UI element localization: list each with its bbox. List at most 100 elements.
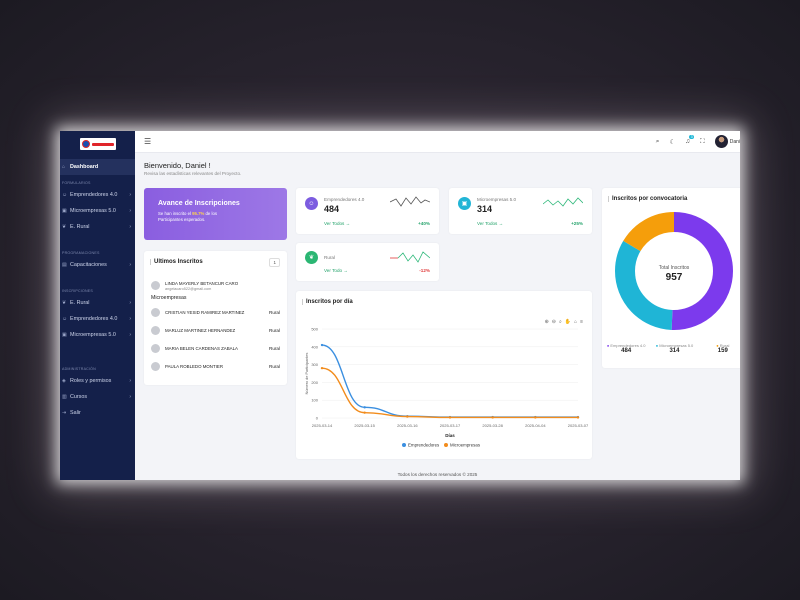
inscrito-email: angelacaro522@gmail.com xyxy=(165,287,212,291)
store-icon: ▣ xyxy=(62,332,67,338)
bell-icon[interactable]: ♫ 3 xyxy=(685,135,695,145)
sidebar-item-cursos[interactable]: ▥ Cursos › xyxy=(60,389,135,405)
card-title: Ultimos Inscritos xyxy=(150,259,203,265)
zoom-select-icon[interactable]: ⌕ xyxy=(559,319,562,325)
list-item[interactable]: MARIA BELEN CARDENAS ZABALA Rural xyxy=(151,340,280,356)
sidebar-item-roles[interactable]: ◈ Roles y permisos › xyxy=(60,373,135,389)
leaf-icon: ❦ xyxy=(62,300,67,306)
zoom-in-icon[interactable]: ⊕ xyxy=(544,319,549,325)
ver-todo-link[interactable]: Ver Todo → xyxy=(324,268,348,273)
sidebar-item-emprendedores-insc[interactable]: ☺ Emprendedores 4.0 › xyxy=(60,311,135,327)
store-icon: ▣ xyxy=(62,208,67,214)
list-item[interactable]: MARLUZ MARTINEZ HERNANDEZ Rural xyxy=(151,322,280,338)
avatar[interactable] xyxy=(714,135,728,148)
chevron-right-icon: › xyxy=(129,378,131,384)
users-icon: ☺ xyxy=(62,316,68,322)
y-tick-label: 200 xyxy=(311,380,318,385)
sidebar-item-emprendedores-form[interactable]: ☺ Emprendedores 4.0 › xyxy=(60,187,135,203)
fullscreen-icon[interactable]: ⛶ xyxy=(700,137,705,145)
chevron-right-icon: › xyxy=(129,300,131,306)
stat-name: Rural xyxy=(324,255,335,260)
users-icon: ☺ xyxy=(62,192,68,198)
data-point xyxy=(448,416,452,419)
y-axis-label: Número de Participantes xyxy=(305,353,309,395)
x-tick-label: 2025-03-14 xyxy=(312,423,333,428)
ver-todos-label: Ver Todos xyxy=(324,221,345,226)
ver-todos-link[interactable]: Ver Todos → xyxy=(324,221,350,226)
notification-badge: 3 xyxy=(689,135,695,139)
legend-label: Rural xyxy=(719,343,730,348)
legend-dot: ● xyxy=(606,343,610,348)
moon-icon[interactable]: ☾ xyxy=(669,138,676,146)
logo[interactable] xyxy=(60,133,135,155)
x-tick-label: 2025-03-17 xyxy=(440,423,461,428)
ver-todos-link[interactable]: Ver Todos → xyxy=(477,221,503,226)
sidebar-item-capacitaciones[interactable]: ▤ Capacitaciones › xyxy=(60,257,135,273)
arrow-right-icon: → xyxy=(345,221,351,226)
stat-name: Microempresas 5.0 xyxy=(477,197,517,202)
pan-icon[interactable]: ✋ xyxy=(564,319,572,325)
sidebar-item-label: Microempresas 5.0 xyxy=(70,208,116,214)
x-tick-label: 2025-03-28 xyxy=(482,423,503,428)
series-line-emprendedores xyxy=(321,344,578,418)
sidebar-item-salir[interactable]: ⇥ Salir xyxy=(60,405,135,421)
menu-icon[interactable]: ☰ xyxy=(144,137,152,146)
sidebar-item-label: Microempresas 5.0 xyxy=(70,332,116,338)
inscrito-type: Microempresas xyxy=(151,295,187,301)
sidebar-item-microempresas-form[interactable]: ▣ Microempresas 5.0 › xyxy=(60,203,135,219)
data-point xyxy=(406,415,409,418)
menu-icon[interactable]: ≡ xyxy=(580,319,583,325)
sidebar-item-microempresas-insc[interactable]: ▣ Microempresas 5.0 › xyxy=(60,327,135,343)
logout-icon: ⇥ xyxy=(62,410,67,416)
y-tick-label: 500 xyxy=(311,327,318,332)
sidebar-item-label: Salir xyxy=(70,410,81,416)
x-tick-label: 2025-03-07 xyxy=(568,423,589,428)
sidebar-section-formularios: FORMULARIOS xyxy=(62,181,91,185)
stat-card-rural: ❦ Rural Ver Todo → -12% xyxy=(296,243,439,281)
series-line-microempresas xyxy=(321,367,578,419)
x-tick-label: 2025-03-16 xyxy=(397,423,418,428)
user-name[interactable]: Dani xyxy=(729,138,740,145)
sidebar-item-rural-insc[interactable]: ❦ E. Rural › xyxy=(60,295,135,311)
chart-toolbar: ⊕ ⊖ ⌕ ✋ ⌂ ≡ xyxy=(545,319,583,325)
zoom-out-icon[interactable]: ⊖ xyxy=(551,319,556,325)
ver-todos-label: Ver Todos xyxy=(477,221,498,226)
sidebar-section-administracion: ADMINISTRACIÓN xyxy=(62,367,96,371)
legend-dot: ● xyxy=(655,343,659,348)
legend-label: Emprendedores xyxy=(408,443,440,448)
y-tick-label: 400 xyxy=(311,344,318,349)
list-item[interactable]: LINDA MAYERLY BETANCUR CARO angelacaro52… xyxy=(151,281,238,291)
sidebar-item-label: E. Rural xyxy=(70,224,90,230)
inscrito-name: PAULA ROBLEDO MONTIER xyxy=(165,363,223,369)
legend-value: 314 xyxy=(669,348,680,354)
legend-item: ● Emprendedores 4.0 484 xyxy=(604,343,649,354)
stat-name: Emprendedores 4.0 xyxy=(324,197,365,202)
leaf-icon: ❦ xyxy=(62,224,67,230)
x-tick-label: 2025-04-04 xyxy=(525,423,546,428)
sparkline xyxy=(543,197,583,207)
search-icon[interactable]: ⌕ xyxy=(655,137,660,145)
stat-pct: +40% xyxy=(418,221,430,226)
count-badge: 1 xyxy=(269,258,280,267)
chevron-right-icon: › xyxy=(129,192,131,198)
home-icon[interactable]: ⌂ xyxy=(574,319,578,325)
legend-value: 484 xyxy=(621,348,632,354)
list-item[interactable]: PAULA ROBLEDO MONTIER Rural xyxy=(151,358,280,374)
legend-value: 159 xyxy=(717,348,728,354)
sidebar-item-rural-form[interactable]: ❦ E. Rural › xyxy=(60,219,135,235)
sidebar-section-programaciones: PROGRAMACIONES xyxy=(62,251,100,255)
legend-label: Microempresas xyxy=(450,443,481,448)
chevron-right-icon: › xyxy=(129,208,131,214)
avance-text: Se han inscrito el 95.7% de los Particip… xyxy=(158,211,238,223)
shield-icon: ◈ xyxy=(62,378,66,384)
data-point xyxy=(491,416,494,419)
stat-card-emprendedores: ☺ Emprendedores 4.0 484 Ver Todos → +40% xyxy=(296,188,439,234)
stat-value: 484 xyxy=(324,204,340,214)
x-axis-label: Días xyxy=(445,433,455,438)
y-tick-label: 300 xyxy=(311,362,318,367)
chevron-right-icon: › xyxy=(129,316,131,322)
sparkline xyxy=(390,251,430,263)
list-item[interactable]: CRISTIAN YESID RAMIREZ MARTINEZ Rural xyxy=(151,304,280,320)
sidebar-item-dashboard[interactable]: ⌂ Dashboard xyxy=(60,159,135,175)
app-window: ⌂ Dashboard FORMULARIOS ☺ Emprendedores … xyxy=(60,131,740,480)
